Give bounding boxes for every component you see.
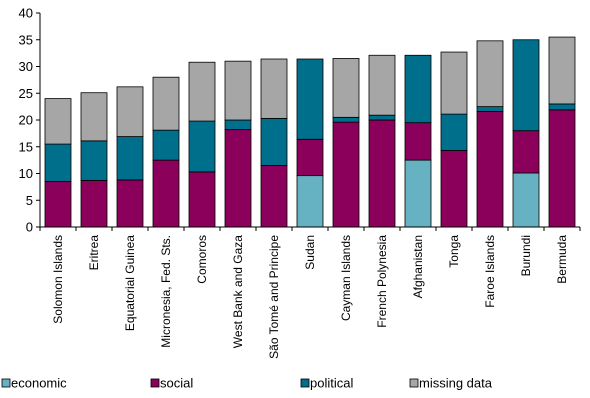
x-category-label: Cayman Islands bbox=[339, 235, 353, 321]
legend-label: social bbox=[160, 376, 193, 391]
bar-segment-missing-data bbox=[44, 98, 72, 145]
x-category-label: Eritrea bbox=[87, 235, 101, 271]
legend-swatch-missing-data bbox=[409, 378, 419, 388]
bar-segment-social bbox=[368, 119, 396, 228]
bar-segment-economic bbox=[404, 159, 432, 228]
bar-segment-missing-data bbox=[548, 36, 576, 105]
y-tick-label: 15 bbox=[19, 139, 33, 154]
bar-segment-political bbox=[80, 140, 108, 181]
bar-segment-missing-data bbox=[368, 54, 396, 116]
x-category-label: Equatorial Guinea bbox=[123, 235, 137, 331]
bar-segment-political bbox=[476, 106, 504, 112]
y-tick-label: 5 bbox=[26, 193, 33, 208]
bar-segment-social bbox=[404, 122, 432, 161]
bar-segment-social bbox=[296, 138, 324, 177]
bar-segment-political bbox=[440, 113, 468, 151]
bar-segment-political bbox=[44, 143, 72, 182]
bar-segment-political bbox=[116, 136, 144, 181]
bar-segment-social bbox=[80, 180, 108, 228]
x-category-label: Burundi bbox=[519, 235, 533, 276]
x-category-label: Sudan bbox=[303, 235, 317, 270]
bar-segment-political bbox=[512, 39, 540, 132]
legend-label: missing data bbox=[419, 376, 493, 391]
x-category-label: Solomon Islands bbox=[51, 235, 65, 324]
bar-segment-social bbox=[44, 181, 72, 228]
x-category-label: Faroe Islands bbox=[483, 235, 497, 308]
bar-segment-economic bbox=[296, 175, 324, 228]
bar-segment-economic bbox=[512, 172, 540, 228]
bar-segment-missing-data bbox=[332, 58, 360, 118]
bar-segment-social bbox=[224, 129, 252, 228]
bar-segment-political bbox=[188, 120, 216, 173]
bar-segment-missing-data bbox=[116, 86, 144, 137]
legend-swatch-economic bbox=[1, 378, 11, 388]
bar-segment-political bbox=[296, 58, 324, 140]
y-tick-label: 0 bbox=[26, 220, 33, 235]
x-category-label: West Bank and Gaza bbox=[231, 235, 245, 349]
legend-swatch-political bbox=[300, 378, 310, 388]
bar-segment-social bbox=[332, 121, 360, 228]
y-tick-label: 20 bbox=[19, 113, 33, 128]
bar-segment-missing-data bbox=[80, 92, 108, 142]
bar-segment-political bbox=[404, 54, 432, 124]
bar-segment-political bbox=[152, 129, 180, 161]
bar-segment-political bbox=[332, 116, 360, 123]
y-tick-label: 25 bbox=[19, 86, 33, 101]
y-tick-label: 40 bbox=[19, 6, 33, 21]
y-tick-label: 35 bbox=[19, 32, 33, 47]
x-category-label: Tonga bbox=[447, 235, 461, 268]
x-category-label: São Tomé and Principe bbox=[267, 235, 281, 359]
bar-segment-missing-data bbox=[260, 58, 288, 119]
bar-segment-social bbox=[188, 171, 216, 228]
bar-segment-social bbox=[440, 150, 468, 228]
legend: economic social political missing data bbox=[1, 376, 493, 391]
bar-segment-social bbox=[548, 109, 576, 228]
x-axis: Solomon Islands Eritrea Equatorial Guinea M… bbox=[39, 226, 581, 359]
bars bbox=[44, 36, 576, 228]
bar-segment-missing-data bbox=[476, 40, 504, 108]
bar-segment-missing-data bbox=[152, 76, 180, 131]
bar-segment-missing-data bbox=[224, 60, 252, 121]
legend-label: economic bbox=[11, 376, 67, 391]
bar-segment-political bbox=[260, 117, 288, 166]
bar-segment-political bbox=[368, 114, 396, 121]
bar-segment-social bbox=[476, 111, 504, 228]
legend-swatch-social bbox=[150, 378, 160, 388]
bar-segment-political bbox=[548, 103, 576, 111]
x-category-label: Micronesia, Fed. Sts. bbox=[159, 235, 173, 348]
x-category-label: French Polynesia bbox=[375, 235, 389, 328]
bar-segment-social bbox=[116, 179, 144, 228]
x-category-label: Bermuda bbox=[555, 235, 569, 284]
bar-segment-social bbox=[152, 159, 180, 228]
bar-segment-social bbox=[512, 130, 540, 174]
bar-segment-missing-data bbox=[188, 61, 216, 122]
y-tick-label: 30 bbox=[19, 59, 33, 74]
bar-segment-missing-data bbox=[440, 51, 468, 115]
y-tick-label: 10 bbox=[19, 166, 33, 181]
bar-segment-political bbox=[224, 119, 252, 131]
y-axis: 0 5 10 15 20 25 30 35 40 bbox=[19, 6, 41, 235]
x-category-label: Afghanistan bbox=[411, 235, 425, 298]
x-category-label: Comoros bbox=[195, 235, 209, 284]
legend-label: political bbox=[310, 376, 353, 391]
bar-segment-social bbox=[260, 165, 288, 228]
